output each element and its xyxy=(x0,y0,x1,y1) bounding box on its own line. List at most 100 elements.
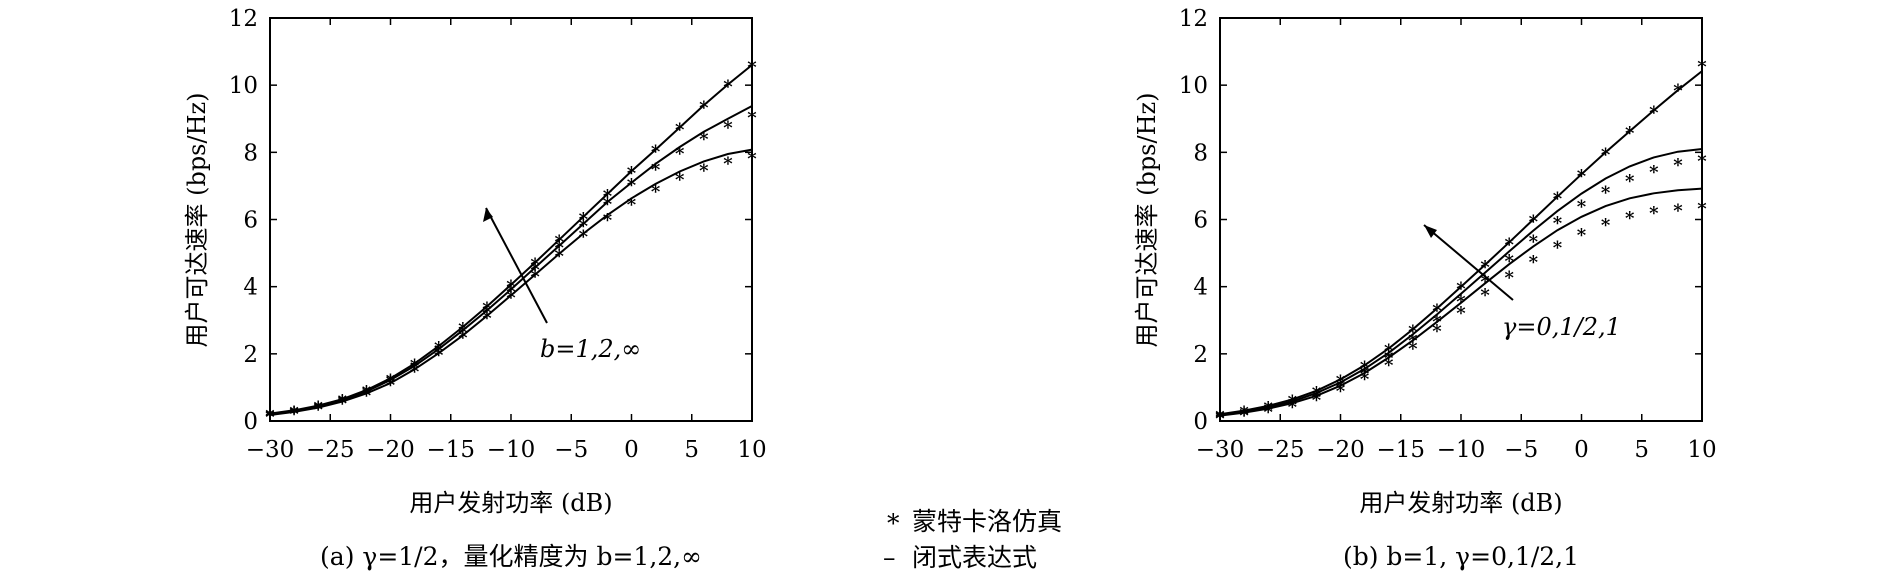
simulation-marker: * xyxy=(1649,203,1659,224)
simulation-marker: * xyxy=(1601,182,1611,203)
plot-frame-a xyxy=(269,17,753,422)
simulation-marker: * xyxy=(554,232,564,253)
caption-a: (a) γ=1/2，量化精度为 b=1,2,∞ xyxy=(320,542,702,571)
simulation-marker: * xyxy=(1384,348,1394,369)
curves-a xyxy=(269,64,753,416)
simulation-marker: * xyxy=(579,209,589,230)
simulation-marker: * xyxy=(1239,404,1249,425)
simulation-marker: * xyxy=(1625,171,1635,192)
annotation-a: b=1,2,∞ xyxy=(540,335,641,363)
simulation-marker: * xyxy=(1625,123,1635,144)
simulation-marker: * xyxy=(1263,402,1273,423)
x-axis-label-a: 用户发射功率 (dB) xyxy=(409,489,612,517)
simulation-marker: * xyxy=(675,144,685,165)
simulation-marker: * xyxy=(506,287,516,308)
simulation-marker: * xyxy=(1601,144,1611,165)
simulation-marker: * xyxy=(1553,189,1563,210)
simulation-marker: * xyxy=(289,404,299,425)
simulation-marker: * xyxy=(289,403,299,424)
simulation-marker: * xyxy=(506,277,516,298)
simulation-marker: * xyxy=(434,345,444,366)
simulation-marker: * xyxy=(1697,151,1707,172)
simulation-marker: * xyxy=(1649,102,1659,123)
y-tick-label: 12 xyxy=(1179,6,1208,32)
simulation-marker: * xyxy=(530,267,540,288)
simulation-marker: * xyxy=(265,406,275,427)
simulation-marker: * xyxy=(603,210,613,231)
simulation-marker: * xyxy=(723,154,733,175)
y-tick-label: 6 xyxy=(1193,208,1208,234)
simulation-marker: * xyxy=(1336,381,1346,402)
simulation-marker: * xyxy=(1432,321,1442,342)
y-tick-label: 0 xyxy=(1193,409,1208,435)
simulation-marker: * xyxy=(651,142,661,163)
simulation-marker: * xyxy=(458,319,468,340)
simulation-marker: * xyxy=(747,107,757,128)
simulation-marker: * xyxy=(410,358,420,379)
markers-a: * * * * ****************** * * * ***************… xyxy=(265,57,757,428)
simulation-marker: * xyxy=(530,260,540,281)
simulation-marker: * xyxy=(265,406,275,427)
simulation-marker: * xyxy=(1215,406,1225,427)
y-tick-label: 2 xyxy=(243,342,258,368)
annotation-arrow-b xyxy=(1423,224,1514,301)
simulation-marker: * xyxy=(506,281,516,302)
closed-form-curve-1 xyxy=(269,64,753,415)
y-axis-label-a: 用户可达速率 (bps/Hz) xyxy=(183,92,211,347)
simulation-marker: * xyxy=(579,227,589,248)
x-tick-label: −20 xyxy=(1316,437,1365,463)
caption-b: (b) b=1, γ=0,1/2,1 xyxy=(1343,542,1579,571)
closed-form-curve-2 xyxy=(269,105,753,416)
simulation-marker: * xyxy=(1432,312,1442,333)
simulation-marker: * xyxy=(651,181,661,202)
y-tick-label: 4 xyxy=(243,275,258,301)
simulation-marker: * xyxy=(699,129,709,150)
simulation-marker: * xyxy=(699,160,709,181)
simulation-marker: * xyxy=(1577,225,1587,246)
simulation-marker: * xyxy=(1288,397,1298,418)
simulation-marker: * xyxy=(1480,271,1490,292)
simulation-marker: * xyxy=(1529,232,1539,253)
closed-form-curve-1 xyxy=(1219,70,1703,416)
simulation-marker: * xyxy=(1480,285,1490,306)
simulation-marker: * xyxy=(1456,303,1466,324)
y-tick-label: 0 xyxy=(243,409,258,435)
simulation-marker: * xyxy=(1215,407,1225,428)
x-tick-label: 5 xyxy=(684,437,699,463)
simulation-marker: * xyxy=(627,163,637,184)
simulation-marker: * xyxy=(289,402,299,423)
simulation-marker: * xyxy=(1360,369,1370,390)
closed-form-curve-3 xyxy=(269,148,753,416)
simulation-marker: * xyxy=(1625,208,1635,229)
simulation-marker: * xyxy=(1553,213,1563,234)
annotation-arrow-a xyxy=(485,207,548,324)
simulation-marker: * xyxy=(1673,81,1683,102)
simulation-marker: * xyxy=(1408,338,1418,359)
simulation-marker: * xyxy=(1336,377,1346,398)
simulation-marker: * xyxy=(362,382,372,403)
simulation-marker: * xyxy=(434,338,444,359)
simulation-marker: * xyxy=(1384,340,1394,361)
simulation-marker: * xyxy=(1360,357,1370,378)
y-tick-label: 4 xyxy=(1193,275,1208,301)
x-tick-label: 10 xyxy=(1687,437,1716,463)
simulation-marker: * xyxy=(579,216,589,237)
x-tick-label: 5 xyxy=(1634,437,1649,463)
x-tick-label: −5 xyxy=(1504,437,1538,463)
simulation-marker: * xyxy=(1384,355,1394,376)
simulation-marker: * xyxy=(1239,403,1249,424)
simulation-marker: * xyxy=(1697,56,1707,77)
y-tick-label: 6 xyxy=(243,208,258,234)
annotation-b: γ=0,1/2,1 xyxy=(1502,313,1621,341)
simulation-marker: * xyxy=(1288,395,1298,416)
simulation-marker: * xyxy=(1529,212,1539,233)
simulation-marker: * xyxy=(338,392,348,413)
simulation-marker: * xyxy=(1408,321,1418,342)
simulation-marker: * xyxy=(362,383,372,404)
simulation-marker: * xyxy=(723,117,733,138)
simulation-marker: * xyxy=(1649,162,1659,183)
simulation-marker: * xyxy=(338,394,348,415)
simulation-marker: * xyxy=(723,76,733,97)
simulation-marker: * xyxy=(313,398,323,419)
